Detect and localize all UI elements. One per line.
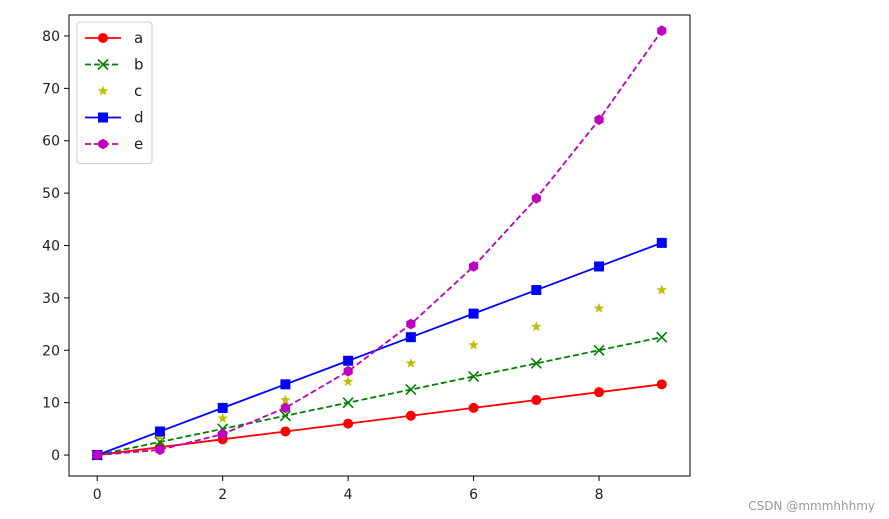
data-point-c — [280, 394, 291, 405]
data-point-b — [468, 370, 480, 383]
series-line-e — [97, 30, 663, 456]
chart-marks — [91, 25, 668, 461]
data-point-d — [531, 285, 542, 296]
legend-label-c: c — [134, 82, 142, 100]
data-point-a — [531, 395, 542, 406]
y-tick-label: 20 — [42, 343, 60, 359]
legend-item-e: e — [85, 135, 143, 153]
legend-marker-a — [98, 33, 108, 43]
series-e — [92, 25, 667, 461]
legend-label-d: d — [134, 109, 144, 127]
series-b — [91, 331, 668, 461]
watermark-text: CSDN @mmmhhhmy — [748, 499, 875, 513]
data-point-e — [406, 318, 416, 330]
data-point-b — [593, 344, 605, 356]
data-point-e — [280, 402, 290, 414]
data-point-b — [405, 383, 417, 396]
legend-marker-d — [98, 112, 108, 123]
data-point-e — [92, 449, 102, 461]
data-point-b — [154, 436, 166, 448]
data-point-a — [656, 379, 667, 390]
x-tick-label: 8 — [595, 487, 604, 503]
data-point-c — [468, 339, 479, 350]
data-point-a — [468, 402, 479, 413]
data-point-c — [531, 321, 542, 332]
data-point-d — [594, 261, 605, 272]
series-line-d — [96, 242, 663, 456]
data-point-c — [593, 302, 605, 313]
series-a — [92, 379, 667, 461]
x-tick-label: 6 — [469, 487, 478, 503]
legend-label-a: a — [134, 29, 143, 47]
data-point-d — [280, 379, 291, 390]
data-point-d — [405, 332, 416, 343]
y-tick-label: 80 — [42, 29, 60, 45]
y-tick-label: 30 — [42, 291, 60, 307]
legend-marker-e — [98, 138, 108, 150]
data-point-d — [656, 237, 667, 248]
data-point-b — [279, 410, 291, 422]
legend-item-b: b — [85, 56, 144, 74]
data-point-d — [343, 355, 354, 366]
data-point-e — [594, 114, 604, 126]
legend-item-c: c — [97, 82, 142, 100]
data-point-a — [343, 418, 354, 429]
y-tick-label: 50 — [42, 186, 60, 202]
legend-item-a: a — [85, 29, 143, 47]
legend-label-b: b — [134, 56, 144, 74]
data-point-e — [218, 428, 228, 440]
data-point-c — [217, 412, 228, 423]
data-point-b — [656, 331, 668, 343]
data-point-c — [342, 376, 354, 387]
data-point-d — [154, 426, 165, 437]
data-point-b — [342, 397, 354, 409]
legend-marker-c — [97, 85, 109, 96]
data-point-c — [405, 357, 417, 368]
data-point-e — [343, 365, 353, 377]
x-tick-label: 0 — [93, 487, 102, 503]
data-point-d — [468, 308, 479, 319]
data-point-a — [594, 387, 605, 398]
data-point-e — [531, 193, 541, 204]
data-point-a — [405, 410, 416, 421]
y-tick-label: 60 — [42, 134, 60, 150]
series-c — [92, 284, 667, 460]
y-tick-label: 70 — [42, 81, 60, 97]
data-point-e — [469, 261, 479, 272]
legend-label-e: e — [134, 135, 143, 153]
legend-marker-b — [97, 58, 109, 71]
series-line-b — [97, 336, 662, 456]
legend-item-d: d — [85, 109, 144, 127]
data-point-e — [155, 444, 165, 456]
y-tick-label: 0 — [51, 448, 60, 464]
data-point-b — [530, 357, 542, 369]
series-line-a — [97, 383, 662, 456]
y-tick-label: 40 — [42, 239, 60, 255]
x-tick-label: 4 — [344, 487, 353, 503]
legend-box — [76, 21, 153, 164]
data-point-d — [217, 402, 228, 413]
data-point-a — [280, 426, 291, 437]
data-point-e — [657, 25, 667, 37]
x-tick-label: 2 — [218, 487, 227, 503]
series-d — [92, 237, 667, 461]
plot-frame — [68, 14, 691, 477]
y-tick-label: 10 — [42, 396, 60, 412]
data-point-c — [656, 284, 667, 295]
